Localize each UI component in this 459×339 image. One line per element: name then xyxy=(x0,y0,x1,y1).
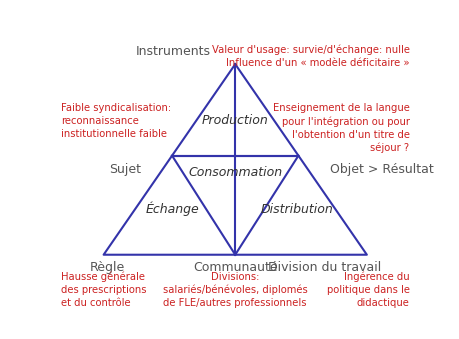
Text: Faible syndicalisation:
reconnaissance
institutionnelle faible: Faible syndicalisation: reconnaissance i… xyxy=(61,103,171,139)
Text: Hausse générale
des prescriptions
et du contrôle: Hausse générale des prescriptions et du … xyxy=(61,272,146,308)
Text: Objet > Résultat: Objet > Résultat xyxy=(330,163,433,176)
Text: Sujet: Sujet xyxy=(109,163,141,176)
Text: Instruments: Instruments xyxy=(135,45,210,58)
Text: Ingérence du
politique dans le
didactique: Ingérence du politique dans le didactiqu… xyxy=(326,272,409,308)
Text: Valeur d'usage: survie/d'échange: nulle
Influence d'un « modèle déficitaire »: Valeur d'usage: survie/d'échange: nulle … xyxy=(212,45,409,68)
Text: Divisions:
salariés/bénévoles, diplomés
de FLE/autres professionnels: Divisions: salariés/bénévoles, diplomés … xyxy=(163,272,308,308)
Text: Échange: Échange xyxy=(146,202,200,216)
Text: Consommation: Consommation xyxy=(188,166,282,179)
Text: Distribution: Distribution xyxy=(261,202,334,216)
Text: Division du travail: Division du travail xyxy=(268,261,381,274)
Text: Enseignement de la langue
pour l'intégration ou pour
l'obtention d'un titre de
s: Enseignement de la langue pour l'intégra… xyxy=(273,103,409,153)
Text: Communauté: Communauté xyxy=(193,261,278,274)
Text: Production: Production xyxy=(202,114,269,127)
Text: Règle: Règle xyxy=(90,261,125,274)
